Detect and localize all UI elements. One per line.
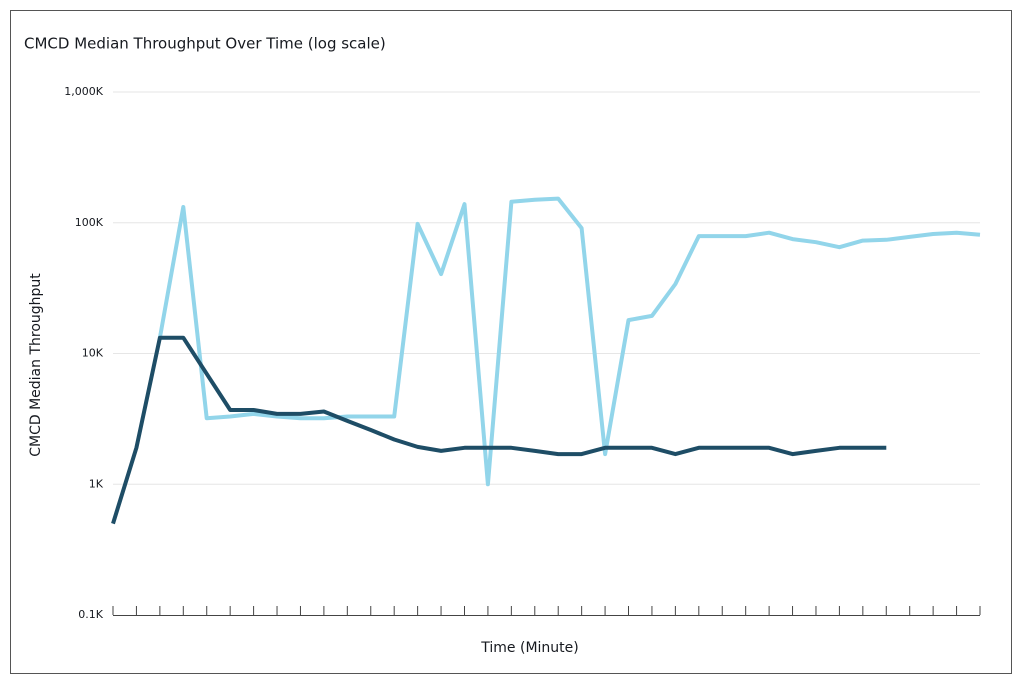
chart-frame — [10, 10, 1012, 674]
series-line — [111, 335, 887, 525]
series-line — [157, 196, 981, 487]
y-axis-title: CMCD Median Throughput — [28, 273, 44, 457]
y-tick-label: 1,000K — [64, 85, 103, 98]
plot-area: 0.1K 1K 10K 100K 1,000K — [64, 85, 981, 621]
y-tick-label: 10K — [82, 347, 104, 360]
y-tick-label: 1K — [89, 477, 104, 490]
x-axis-title: Time (Minute) — [480, 640, 578, 656]
y-tick-label: 100K — [75, 216, 104, 229]
chart-title: CMCD Median Throughput Over Time (log sc… — [24, 35, 386, 53]
y-tick-label: 0.1K — [78, 608, 103, 621]
